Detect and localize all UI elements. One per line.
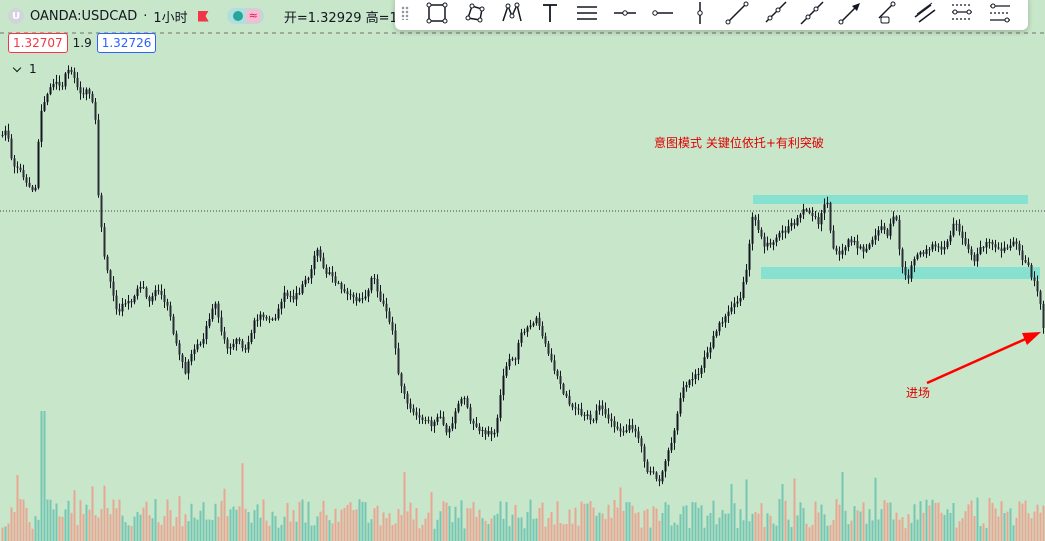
arrow-line-icon[interactable] bbox=[836, 0, 864, 26]
path-pattern-icon[interactable] bbox=[498, 0, 526, 26]
symbol-header[interactable]: U OANDA:USDCAD · 1小时 ≈ 开=1.32929 高=1 bbox=[8, 6, 398, 26]
entry-arrow[interactable] bbox=[926, 332, 1041, 385]
text-icon[interactable] bbox=[536, 0, 564, 26]
spread-value: 1.9 bbox=[72, 36, 92, 50]
horizontal-ray-icon[interactable] bbox=[648, 0, 676, 26]
market-status-toggle[interactable]: ≈ bbox=[226, 8, 264, 24]
drawing-toolbar bbox=[395, 0, 1028, 30]
trend-line-icon[interactable] bbox=[723, 0, 751, 26]
polygon-icon[interactable] bbox=[461, 0, 489, 26]
symbol-separator: · bbox=[143, 8, 148, 24]
volume-bars bbox=[1, 411, 1045, 541]
fib-extension-icon[interactable] bbox=[986, 0, 1014, 26]
info-line-icon[interactable] bbox=[873, 0, 901, 26]
symbol-logo: U bbox=[8, 8, 24, 24]
support-zone[interactable] bbox=[761, 267, 1040, 279]
indicator-count: 1 bbox=[29, 62, 37, 76]
rectangle-icon[interactable] bbox=[423, 0, 451, 26]
drag-handle-icon[interactable] bbox=[401, 6, 409, 20]
flag-icon[interactable] bbox=[197, 10, 209, 22]
buy-price-button[interactable]: 1.32726 bbox=[96, 33, 157, 53]
wave-icon: ≈ bbox=[245, 9, 261, 23]
resistance-zone[interactable] bbox=[753, 195, 1028, 204]
parallel-channel-icon[interactable] bbox=[911, 0, 939, 26]
interval-label[interactable]: 1小时 bbox=[153, 10, 188, 26]
chart-annotation-note[interactable]: 意图模式 关键位依托+有利突破 bbox=[654, 136, 824, 150]
market-open-dot-icon bbox=[232, 11, 243, 21]
fib-retracement-icon[interactable] bbox=[948, 0, 976, 26]
sell-price-button[interactable]: 1.32707 bbox=[8, 33, 68, 53]
quote-row: 1.32707 1.9 1.32726 bbox=[8, 33, 157, 53]
horizontal-ray-bars-icon[interactable] bbox=[573, 0, 601, 26]
extended-line-icon[interactable] bbox=[798, 0, 826, 26]
ray-icon[interactable] bbox=[761, 0, 789, 26]
horizontal-line-icon[interactable] bbox=[611, 0, 639, 26]
symbol-name[interactable]: OANDA:USDCAD bbox=[30, 8, 138, 24]
vertical-line-icon[interactable] bbox=[686, 0, 714, 26]
chevron-down-icon[interactable] bbox=[12, 63, 22, 72]
chart-annotation-entry[interactable]: 进场 bbox=[906, 386, 931, 400]
candlestick-series bbox=[1, 65, 1045, 487]
indicator-toggle[interactable]: 1 bbox=[10, 62, 37, 76]
ohlc-readout: 开=1.32929 高=1 bbox=[283, 10, 398, 26]
